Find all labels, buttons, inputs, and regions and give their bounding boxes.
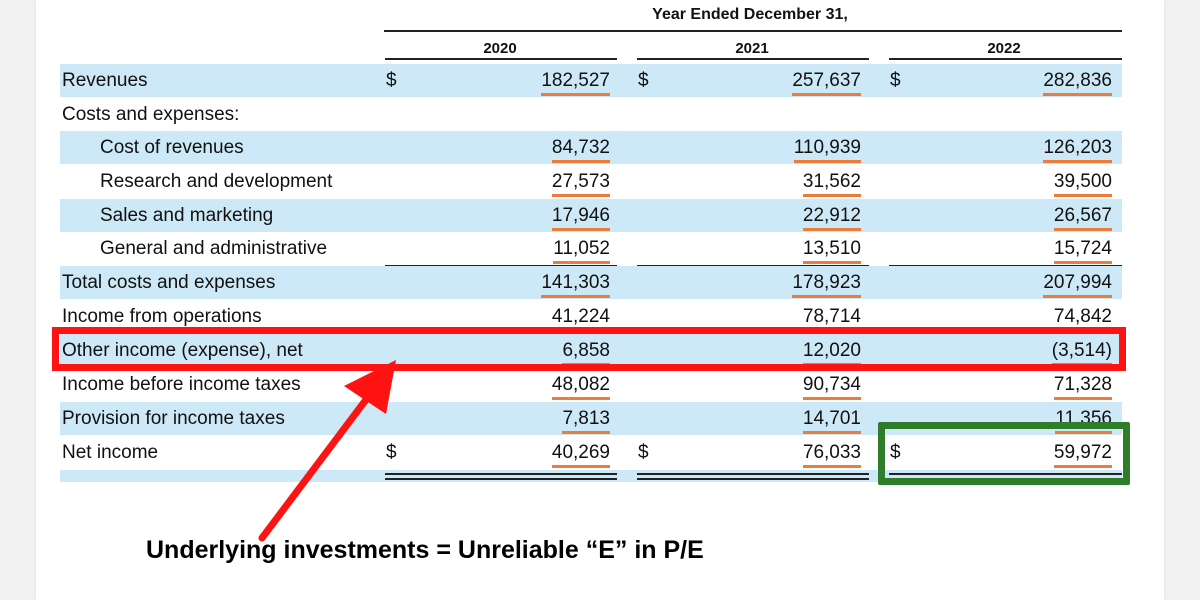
row-label: Cost of revenues	[100, 137, 244, 158]
row-label: Research and development	[100, 171, 333, 192]
year-2020-rule	[385, 58, 617, 60]
annotation-caption: Underlying investments = Unreliable “E” …	[146, 536, 704, 564]
currency-symbol: $	[638, 442, 649, 463]
value-2020: 27,573	[551, 171, 611, 197]
table-row-general-administrative: General and administrative 11,052 13,510…	[60, 232, 1122, 265]
table-row-research-development: Research and development 27,573 31,562 3…	[60, 165, 1122, 198]
value-2020: 40,269	[551, 442, 611, 468]
table-row-sales-marketing: Sales and marketing 17,946 22,912 26,567	[60, 199, 1122, 232]
table-row-other-income: Other income (expense), net 6,858 12,020…	[60, 334, 1122, 367]
value-2022: 71,328	[1053, 374, 1113, 400]
table-row-income-before-taxes: Income before income taxes 48,082 90,734…	[60, 368, 1122, 401]
net-income-double-rule-2020	[385, 473, 617, 475]
value-2022: 126,203	[1043, 137, 1112, 163]
subtotal-rule-2020	[385, 265, 617, 266]
row-label: Total costs and expenses	[62, 272, 276, 293]
year-2022-rule	[889, 58, 1122, 60]
row-label: Income before income taxes	[62, 374, 301, 395]
value-2021: 22,912	[802, 205, 862, 231]
year-2021-rule	[637, 58, 869, 60]
table-row-costs-heading: Costs and expenses:	[60, 98, 1122, 131]
document-page	[36, 0, 1164, 600]
table-row-net-income: Net income $ 40,269 $ 76,033 $ 59,972	[60, 436, 1122, 469]
value-2022: 282,836	[1043, 70, 1112, 96]
value-2021: 76,033	[802, 442, 862, 468]
year-2022-header: 2022	[987, 40, 1021, 57]
row-label: Costs and expenses:	[62, 104, 240, 125]
value-2020: 11,052	[553, 238, 610, 264]
value-2020: 48,082	[551, 374, 611, 400]
row-label: Revenues	[62, 70, 148, 91]
row-label: Income from operations	[62, 306, 262, 327]
value-2022: 207,994	[1043, 272, 1112, 298]
subtotal-rule-2022	[889, 265, 1122, 266]
net-income-double-rule-2021-b	[637, 478, 869, 480]
value-2022: 39,500	[1053, 171, 1113, 197]
currency-symbol: $	[638, 70, 649, 91]
value-2021: 110,939	[793, 137, 862, 163]
value-2020: 182,527	[541, 70, 610, 96]
table-row-revenues: Revenues $ 182,527 $ 257,637 $ 282,836	[60, 64, 1122, 97]
value-2020: 84,732	[551, 137, 611, 163]
table-row-total-costs: Total costs and expenses 141,303 178,923…	[60, 266, 1122, 299]
other-income-highlight-box	[52, 327, 1126, 371]
period-header-rule	[384, 30, 1122, 32]
currency-symbol: $	[386, 442, 397, 463]
row-label: Provision for income taxes	[62, 408, 285, 429]
value-2021: 13,510	[802, 238, 862, 264]
row-label: Net income	[62, 442, 159, 463]
value-2022: 15,724	[1053, 238, 1113, 264]
currency-symbol: $	[890, 70, 901, 91]
net-income-double-rule-2022	[889, 473, 1122, 475]
table-row-cost-of-revenues: Cost of revenues 84,732 110,939 126,203	[60, 131, 1122, 164]
year-2020-header: 2020	[483, 40, 517, 57]
row-label: General and administrative	[100, 238, 328, 259]
year-2021-header: 2021	[735, 40, 769, 57]
value-2021: 257,637	[792, 70, 861, 96]
value-2021: 31,562	[802, 171, 862, 197]
value-2021: 14,701	[802, 408, 862, 434]
value-2022: 26,567	[1053, 205, 1113, 231]
row-label: Sales and marketing	[100, 205, 274, 226]
subtotal-rule-2021	[637, 265, 869, 266]
currency-symbol: $	[386, 70, 397, 91]
value-2022: 59,972	[1053, 442, 1113, 468]
value-2021: 90,734	[802, 374, 862, 400]
net-income-double-rule-2021	[637, 473, 869, 475]
value-2020: 141,303	[541, 272, 610, 298]
value-2020: 7,813	[562, 408, 610, 434]
net-income-2022-highlight-box	[878, 422, 1130, 485]
net-income-double-rule-2020-b	[385, 478, 617, 480]
value-2020: 17,946	[551, 205, 611, 231]
period-header: Year Ended December 31,	[652, 6, 848, 23]
currency-symbol: $	[890, 442, 901, 463]
row-label: Other income (expense), net	[62, 340, 303, 361]
value-2021: 178,923	[792, 272, 861, 298]
table-row-provision-taxes: Provision for income taxes 7,813 14,701 …	[60, 402, 1122, 435]
